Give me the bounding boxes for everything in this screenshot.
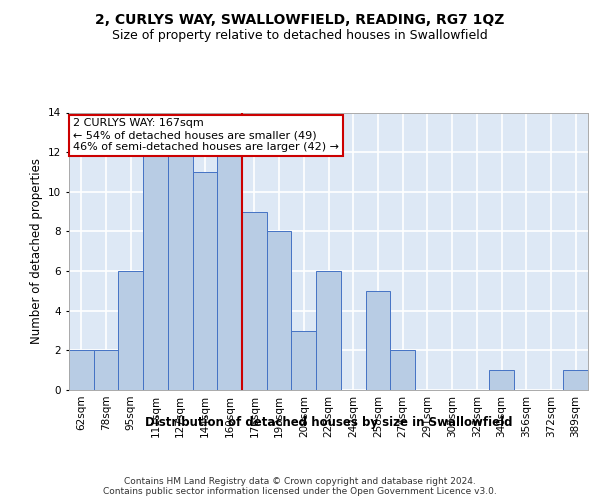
Text: 2, CURLYS WAY, SWALLOWFIELD, READING, RG7 1QZ: 2, CURLYS WAY, SWALLOWFIELD, READING, RG… xyxy=(95,12,505,26)
Bar xyxy=(292,330,316,390)
Bar xyxy=(193,172,217,390)
Bar xyxy=(69,350,94,390)
Bar xyxy=(242,212,267,390)
Bar xyxy=(217,152,242,390)
Bar xyxy=(168,152,193,390)
Y-axis label: Number of detached properties: Number of detached properties xyxy=(29,158,43,344)
Text: 2 CURLYS WAY: 167sqm
← 54% of detached houses are smaller (49)
46% of semi-detac: 2 CURLYS WAY: 167sqm ← 54% of detached h… xyxy=(73,118,339,152)
Bar xyxy=(118,271,143,390)
Bar xyxy=(563,370,588,390)
Text: Contains HM Land Registry data © Crown copyright and database right 2024.
Contai: Contains HM Land Registry data © Crown c… xyxy=(103,476,497,496)
Bar xyxy=(365,291,390,390)
Text: Distribution of detached houses by size in Swallowfield: Distribution of detached houses by size … xyxy=(145,416,512,429)
Bar xyxy=(316,271,341,390)
Bar xyxy=(267,232,292,390)
Bar xyxy=(390,350,415,390)
Text: Size of property relative to detached houses in Swallowfield: Size of property relative to detached ho… xyxy=(112,29,488,42)
Bar xyxy=(489,370,514,390)
Bar xyxy=(143,152,168,390)
Bar xyxy=(94,350,118,390)
